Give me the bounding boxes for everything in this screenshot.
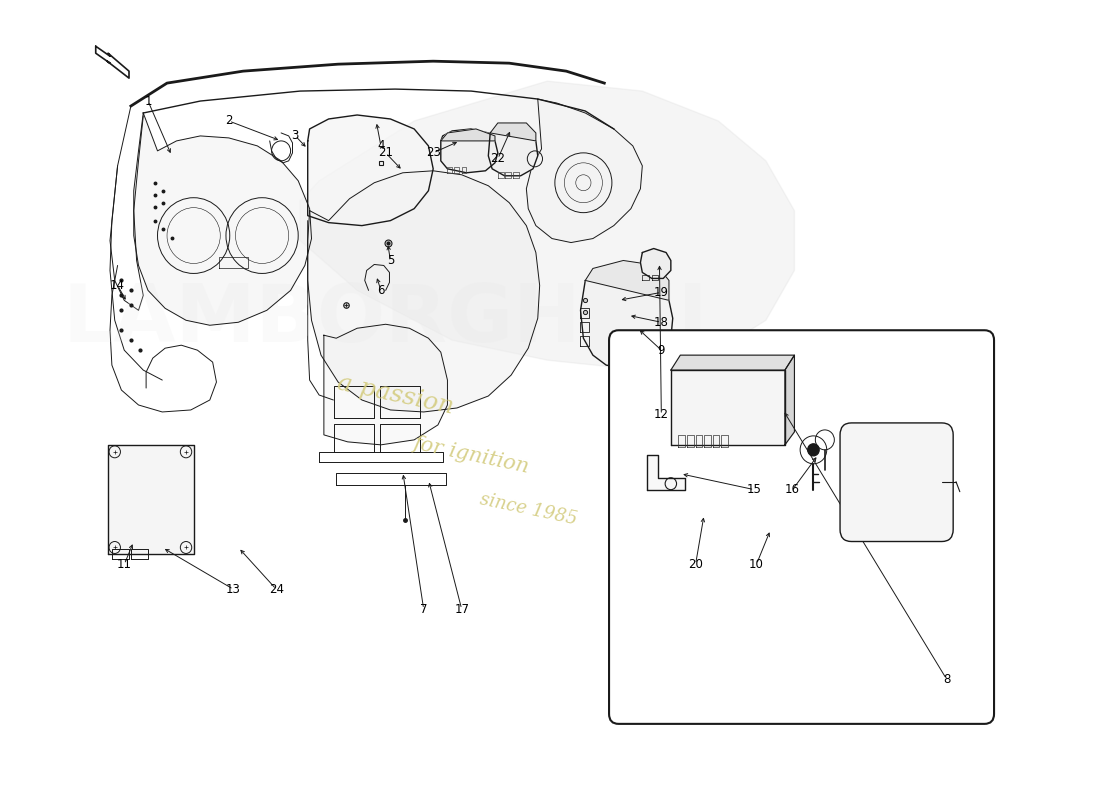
Polygon shape [441,129,498,173]
Text: 17: 17 [454,602,470,616]
Text: 22: 22 [491,152,505,166]
Text: 2: 2 [226,114,232,127]
Polygon shape [300,81,794,370]
Polygon shape [702,480,786,534]
Text: 12: 12 [653,409,669,422]
Polygon shape [527,99,642,242]
Text: 7: 7 [420,602,428,616]
Polygon shape [491,123,536,141]
Text: 3: 3 [292,130,299,142]
Polygon shape [707,472,786,508]
Text: 18: 18 [653,316,669,329]
Polygon shape [581,270,673,368]
Polygon shape [96,46,129,78]
Text: 14: 14 [110,279,125,292]
Text: 19: 19 [653,286,669,299]
Text: a passion: a passion [334,371,455,418]
Polygon shape [585,261,669,300]
Text: 13: 13 [227,583,241,596]
FancyBboxPatch shape [609,330,994,724]
Text: 8: 8 [943,673,950,686]
Circle shape [807,444,820,456]
Text: 20: 20 [689,558,703,571]
Text: 6: 6 [377,284,385,297]
Text: for ignition: for ignition [411,434,531,476]
Text: 1: 1 [144,94,152,107]
FancyBboxPatch shape [840,423,954,542]
Text: 11: 11 [117,558,132,571]
Polygon shape [640,249,671,278]
Polygon shape [785,355,794,445]
Polygon shape [323,324,448,445]
Polygon shape [441,129,495,141]
Text: 15: 15 [747,483,762,496]
Text: LAMBORGHINI: LAMBORGHINI [63,282,708,359]
Text: 24: 24 [268,583,284,596]
Text: 10: 10 [749,558,763,571]
Polygon shape [647,455,685,490]
Polygon shape [671,355,794,370]
Text: 5: 5 [387,254,394,267]
Polygon shape [488,126,538,176]
Polygon shape [134,113,311,326]
Polygon shape [308,170,540,412]
Polygon shape [671,370,785,445]
Text: 4: 4 [377,139,385,152]
Text: 21: 21 [378,146,393,159]
Text: 9: 9 [658,344,666,357]
Polygon shape [108,445,194,554]
Text: 16: 16 [785,483,800,496]
Text: 23: 23 [426,146,441,159]
Polygon shape [308,115,433,226]
Text: since 1985: since 1985 [477,490,579,529]
